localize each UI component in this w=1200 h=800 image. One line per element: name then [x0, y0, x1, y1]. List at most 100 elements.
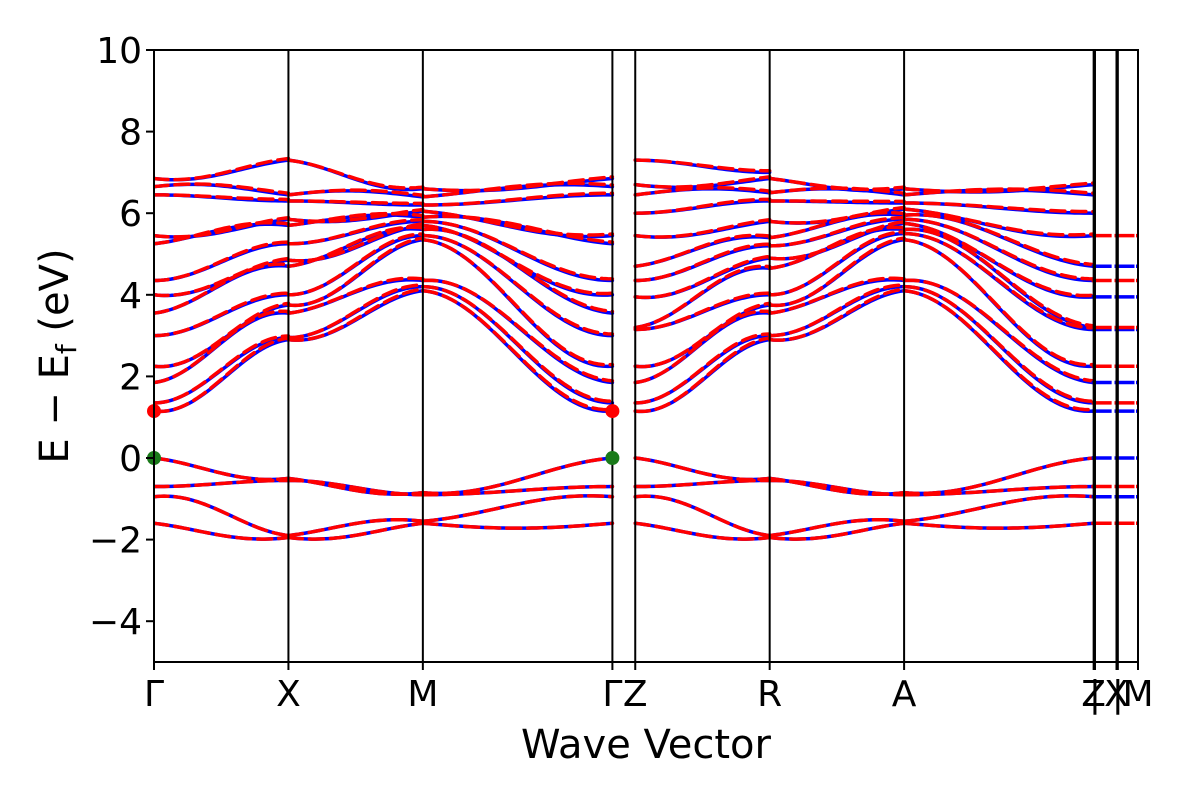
band-line-red	[286, 158, 425, 190]
bands-layer	[154, 156, 1138, 541]
band-line-red	[633, 301, 772, 369]
band-line-red	[767, 215, 906, 248]
x-tick-label: Γ	[144, 674, 164, 715]
y-axis-title-sub: f	[50, 343, 83, 354]
band-line-red	[633, 478, 772, 489]
band-line-blue	[767, 221, 906, 261]
band-line-blue	[154, 494, 291, 538]
band-line-red	[421, 278, 615, 383]
band-line-red	[286, 207, 425, 224]
band-line-red	[767, 283, 906, 338]
band-line-red	[767, 220, 906, 261]
x-tick-label: X	[276, 674, 301, 715]
band-line-red	[902, 227, 1096, 328]
y-tick-label: 10	[96, 31, 142, 72]
x-axis-title: Wave Vector	[521, 722, 772, 768]
band-line-red	[154, 494, 291, 538]
band-line-red	[633, 254, 772, 300]
y-tick-label: 2	[119, 357, 142, 398]
x-tick-label: M	[1122, 674, 1153, 715]
x-tick-label: |	[1089, 674, 1101, 715]
band-line-red	[767, 276, 906, 315]
band-line-red	[421, 484, 615, 497]
band-line-red	[154, 521, 291, 541]
band-line-red	[633, 186, 772, 197]
plot-frame	[153, 49, 1139, 663]
band-line-red	[286, 232, 425, 297]
band-line-red	[767, 287, 906, 342]
band-line-red	[154, 262, 291, 315]
y-axis-title-tail: (eV)	[32, 248, 78, 344]
x-tick-label: |	[1112, 674, 1124, 715]
band-line-red	[154, 256, 291, 298]
band-line-red	[286, 287, 425, 342]
y-axis: −4 −2 0 2 4 6 8 10	[89, 31, 154, 643]
band-line-red	[633, 494, 772, 538]
band-line-red	[902, 494, 1096, 523]
y-tick-label: −2	[89, 521, 142, 562]
band-line-red	[286, 236, 425, 308]
band-line-red	[767, 230, 906, 297]
band-line-red	[286, 199, 425, 206]
band-line-red	[154, 193, 291, 202]
x-axis: Γ X M Γ Z R A Z| X|M	[144, 662, 1154, 715]
band-line-red	[902, 231, 1096, 330]
band-line-red	[421, 237, 615, 367]
plot-area	[147, 49, 1139, 663]
band-line-red	[633, 158, 772, 173]
band-line-red	[633, 242, 772, 283]
y-tick-label: 8	[119, 113, 142, 154]
band-line-red	[767, 521, 906, 541]
band-line-red	[633, 291, 772, 332]
band-line-red	[421, 233, 615, 336]
band-line-blue	[286, 288, 425, 342]
band-line-red	[902, 221, 1096, 298]
y-tick-label: 6	[119, 194, 142, 235]
y-tick-label: 4	[119, 276, 142, 317]
band-line-red	[421, 288, 615, 412]
band-line-red	[421, 209, 615, 237]
band-line-red	[154, 215, 291, 239]
band-line-red	[902, 213, 1096, 267]
band-line-red	[902, 181, 1096, 194]
band-line-red	[421, 219, 615, 281]
y-tick-label: 0	[119, 439, 142, 480]
band-line-red	[421, 284, 615, 404]
band-line-red	[421, 175, 615, 193]
band-line-red	[421, 223, 615, 296]
band-line-red	[154, 456, 291, 482]
band-line-red	[633, 197, 772, 215]
band-line-red	[286, 276, 425, 315]
x-tick-label: M	[407, 674, 438, 715]
band-line-red	[902, 288, 1096, 412]
band-line-red	[633, 332, 772, 405]
band-line-red	[767, 517, 906, 538]
x-tick-label: Z	[1081, 674, 1106, 715]
y-tick-label: −4	[89, 602, 142, 643]
band-line-red	[902, 201, 1096, 214]
band-line-red	[154, 334, 291, 405]
band-line-red	[154, 478, 291, 489]
band-line-red	[286, 222, 425, 263]
band-line-blue	[633, 494, 772, 538]
band-line-red	[633, 521, 772, 541]
band-line-red	[902, 278, 1096, 383]
band-line-red	[902, 521, 1096, 530]
band-line-red	[154, 336, 291, 414]
band-line-red	[154, 156, 291, 182]
band-line-red	[767, 205, 906, 225]
band-line-red	[633, 264, 772, 330]
y-axis-title-main: E − E	[32, 354, 78, 464]
band-line-red	[286, 521, 425, 541]
band-line-blue	[154, 263, 291, 315]
x-tick-label: A	[892, 674, 917, 715]
band-line-red	[767, 176, 906, 192]
band-line-red	[902, 207, 1096, 237]
x-tick-label: Γ	[602, 674, 622, 715]
band-line-red	[421, 191, 615, 207]
band-line-red	[154, 240, 291, 283]
band-line-red	[633, 309, 772, 385]
band-line-red	[154, 182, 291, 195]
svg-text:E − Ef (eV): E − Ef (eV)	[32, 248, 83, 463]
